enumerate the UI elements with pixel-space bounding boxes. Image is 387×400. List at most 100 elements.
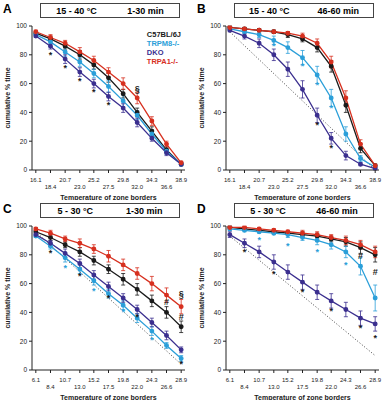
svg-text:24.3: 24.3 (340, 377, 352, 383)
svg-text:*: * (92, 87, 96, 97)
svg-text:29.8: 29.8 (311, 177, 323, 183)
svg-text:80: 80 (20, 51, 28, 58)
svg-text:40: 40 (214, 109, 222, 116)
svg-text:*: * (49, 50, 53, 60)
svg-text:38.9: 38.9 (175, 177, 187, 183)
svg-text:26.6: 26.6 (355, 384, 367, 390)
svg-text:*: * (329, 306, 333, 316)
svg-text:80: 80 (214, 251, 222, 258)
svg-text:36.6: 36.6 (161, 184, 173, 190)
svg-text:22.0: 22.0 (131, 384, 143, 390)
svg-text:27.5: 27.5 (103, 184, 115, 190)
svg-text:10.7: 10.7 (253, 377, 265, 383)
svg-text:*: * (257, 235, 261, 245)
svg-text:6.1: 6.1 (32, 377, 41, 383)
svg-text:100: 100 (210, 22, 221, 29)
svg-text:*: * (315, 247, 319, 257)
svg-text:*: * (373, 333, 377, 343)
svg-text:13.0: 13.0 (268, 384, 280, 390)
svg-text:*: * (301, 287, 305, 297)
svg-text:40: 40 (214, 309, 222, 316)
svg-text:34.3: 34.3 (146, 177, 158, 183)
svg-text:cumulative % time: cumulative % time (8, 267, 11, 328)
svg-text:*: * (315, 120, 319, 130)
svg-text:20: 20 (214, 338, 222, 345)
svg-text:18.4: 18.4 (239, 184, 251, 190)
svg-text:16.1: 16.1 (224, 177, 236, 183)
svg-text:§: § (179, 289, 184, 299)
svg-text:20.7: 20.7 (253, 177, 265, 183)
svg-text:0: 0 (23, 166, 27, 173)
svg-text:15.2: 15.2 (282, 377, 294, 383)
svg-text:*: * (315, 80, 319, 90)
svg-text:8.4: 8.4 (240, 384, 249, 390)
svg-text:100: 100 (16, 22, 27, 29)
svg-text:15.2: 15.2 (88, 377, 100, 383)
svg-text:38.9: 38.9 (369, 177, 379, 183)
svg-text:0: 0 (217, 166, 221, 173)
svg-text:17.5: 17.5 (103, 384, 115, 390)
svg-text:80: 80 (20, 251, 28, 258)
svg-text:80: 80 (214, 51, 222, 58)
svg-text:60: 60 (214, 280, 222, 287)
svg-text:32.0: 32.0 (131, 184, 143, 190)
svg-text:*: * (63, 263, 67, 273)
svg-text:20.7: 20.7 (59, 177, 71, 183)
svg-text:27.5: 27.5 (297, 184, 309, 190)
svg-text:23.0: 23.0 (74, 184, 86, 190)
svg-text:20: 20 (214, 138, 222, 145)
svg-text:Temperature of zone borders: Temperature of zone borders (254, 194, 350, 200)
svg-text:*: * (359, 323, 363, 333)
svg-text:cumulative % time: cumulative % time (198, 67, 205, 128)
svg-text:20: 20 (20, 138, 28, 145)
svg-text:*: * (107, 293, 111, 303)
svg-text:*: * (301, 61, 305, 71)
svg-text:*: * (63, 63, 67, 73)
svg-text:36.6: 36.6 (355, 184, 367, 190)
svg-text:100: 100 (16, 222, 27, 229)
svg-text:60: 60 (214, 80, 222, 87)
svg-text:20: 20 (20, 338, 28, 345)
svg-text:*: * (49, 248, 53, 258)
svg-text:*: * (121, 307, 125, 317)
svg-text:19.8: 19.8 (117, 377, 129, 383)
svg-text:16.1: 16.1 (30, 177, 42, 183)
svg-text:25.2: 25.2 (88, 177, 100, 183)
svg-text:#: # (358, 251, 363, 261)
svg-text:*: * (272, 41, 276, 51)
svg-text:*: * (179, 359, 183, 369)
svg-text:*: * (135, 312, 139, 322)
svg-text:19.8: 19.8 (311, 377, 323, 383)
svg-text:100: 100 (210, 222, 221, 229)
svg-text:§: § (135, 84, 140, 94)
svg-text:8.4: 8.4 (46, 384, 55, 390)
svg-text:*: * (243, 247, 247, 257)
svg-text:60: 60 (20, 80, 28, 87)
svg-text:cumulative % time: cumulative % time (198, 267, 205, 328)
svg-text:cumulative % time: cumulative % time (8, 67, 11, 128)
svg-text:*: * (329, 103, 333, 113)
svg-text:*: * (92, 286, 96, 296)
svg-text:13.0: 13.0 (74, 384, 86, 390)
svg-text:Temperature of zone borders: Temperature of zone borders (60, 194, 156, 200)
svg-text:*: * (272, 269, 276, 279)
svg-text:#: # (164, 297, 169, 307)
svg-text:0: 0 (23, 366, 27, 373)
svg-text:29.8: 29.8 (117, 177, 129, 183)
svg-text:*: * (78, 271, 82, 281)
svg-text:#: # (179, 312, 184, 322)
svg-text:*: * (344, 260, 348, 270)
svg-text:40: 40 (20, 109, 28, 116)
svg-text:10.7: 10.7 (59, 377, 71, 383)
svg-text:40: 40 (20, 309, 28, 316)
svg-text:22.0: 22.0 (325, 384, 337, 390)
svg-text:*: * (286, 241, 290, 251)
svg-text:32.0: 32.0 (325, 184, 337, 190)
svg-text:18.4: 18.4 (45, 184, 57, 190)
svg-text:23.0: 23.0 (268, 184, 280, 190)
svg-text:28.9: 28.9 (369, 377, 379, 383)
svg-text:6.1: 6.1 (226, 377, 235, 383)
svg-text:34.3: 34.3 (340, 177, 352, 183)
svg-text:#: # (373, 267, 378, 277)
svg-text:0: 0 (217, 366, 221, 373)
